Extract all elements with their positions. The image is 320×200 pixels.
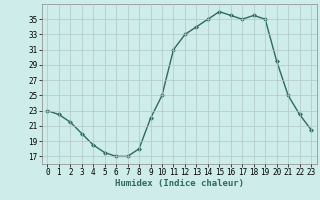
X-axis label: Humidex (Indice chaleur): Humidex (Indice chaleur) [115,179,244,188]
